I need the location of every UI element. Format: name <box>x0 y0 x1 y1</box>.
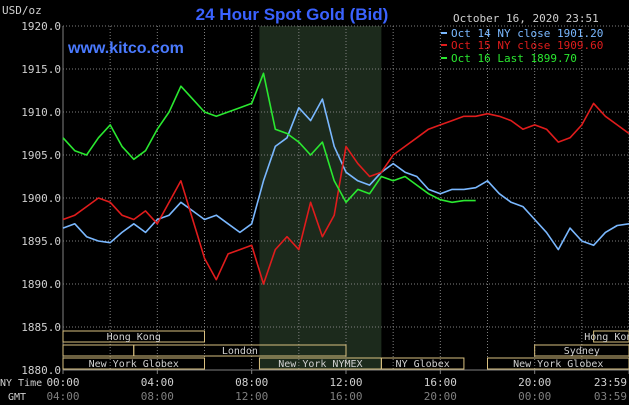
legend: Oct 14 NY close 1901.20 Oct 15 NY close … <box>441 27 603 65</box>
legend-label: Oct 16 Last 1899.70 <box>451 52 577 65</box>
y-tick-label: 1890.0 <box>21 278 61 291</box>
session-box <box>593 330 629 343</box>
session-label: New York Globex <box>513 359 603 370</box>
legend-item: Oct 16 Last 1899.70 <box>441 52 577 65</box>
legend-item: Oct 15 NY close 1909.60 <box>441 39 603 52</box>
session-box <box>133 344 347 357</box>
ny-time-label: NY Time <box>0 378 42 389</box>
session-label: London <box>222 346 258 357</box>
session-label: NY Globex <box>396 359 450 370</box>
x-tick-label-ny: 20:00 <box>518 376 551 389</box>
y-axis-ticks: 1920.0 1915.0 1910.0 1905.0 1900.0 1895.0 1890… <box>21 20 61 377</box>
gmt-label: GMT <box>8 392 26 403</box>
x-tick-label-gmt: 20:00 <box>424 390 457 403</box>
trading-sessions: Hong Kong Hong Kong London Sydney New York G… <box>62 330 629 370</box>
x-axis-ticks: 00:00 04:00 08:00 12:00 16:00 20:00 23:5904:00… <box>46 370 629 403</box>
x-tick-label-gmt: 03:59 <box>594 390 627 403</box>
price-series <box>62 72 629 285</box>
x-tick-label-gmt: 12:00 <box>235 390 268 403</box>
session-label: Hong Kong <box>107 332 161 343</box>
session-box <box>62 357 205 370</box>
session-label: New York NYMEX <box>278 359 362 370</box>
series-line <box>62 98 629 251</box>
chart-date: October 16, 2020 23:51 <box>453 12 599 25</box>
series-line <box>62 72 476 204</box>
session-label: Sydney <box>564 346 600 357</box>
x-tick-label-gmt: 08:00 <box>141 390 174 403</box>
x-tick-label-ny: 23:59 <box>594 376 627 389</box>
y-tick-label: 1910.0 <box>21 106 61 119</box>
legend-label: Oct 15 NY close 1909.60 <box>451 39 603 52</box>
session-box <box>62 330 205 343</box>
y-tick-label: 1900.0 <box>21 192 61 205</box>
x-tick-label-ny: 04:00 <box>141 376 174 389</box>
y-tick-label: 1920.0 <box>21 20 61 33</box>
x-tick-label-ny: 16:00 <box>424 376 457 389</box>
chart-title: 24 Hour Spot Gold (Bid) <box>196 5 389 24</box>
session-box <box>534 344 629 357</box>
legend-item: Oct 14 NY close 1901.20 <box>441 27 603 40</box>
x-tick-label-gmt: 16:00 <box>329 390 362 403</box>
session-box <box>380 357 465 370</box>
session-box <box>487 357 629 370</box>
y-tick-label: 1915.0 <box>21 63 61 76</box>
y-tick-label: 1905.0 <box>21 149 61 162</box>
y-tick-label: 1895.0 <box>21 235 61 248</box>
unit-label: USD/oz <box>2 4 42 17</box>
website-label: www.kitco.com <box>67 40 184 57</box>
session-label: New York Globex <box>89 359 179 370</box>
y-tick-label: 1880.0 <box>21 364 61 377</box>
series-line <box>62 102 629 285</box>
session-label: Hong Kong <box>584 332 629 343</box>
x-tick-label-ny: 00:00 <box>46 376 79 389</box>
x-tick-label-ny: 08:00 <box>235 376 268 389</box>
x-tick-label-gmt: 04:00 <box>46 390 79 403</box>
legend-label: Oct 14 NY close 1901.20 <box>451 27 603 40</box>
y-tick-label: 1885.0 <box>21 321 61 334</box>
x-tick-label-gmt: 00:00 <box>518 390 551 403</box>
x-tick-label-ny: 12:00 <box>329 376 362 389</box>
